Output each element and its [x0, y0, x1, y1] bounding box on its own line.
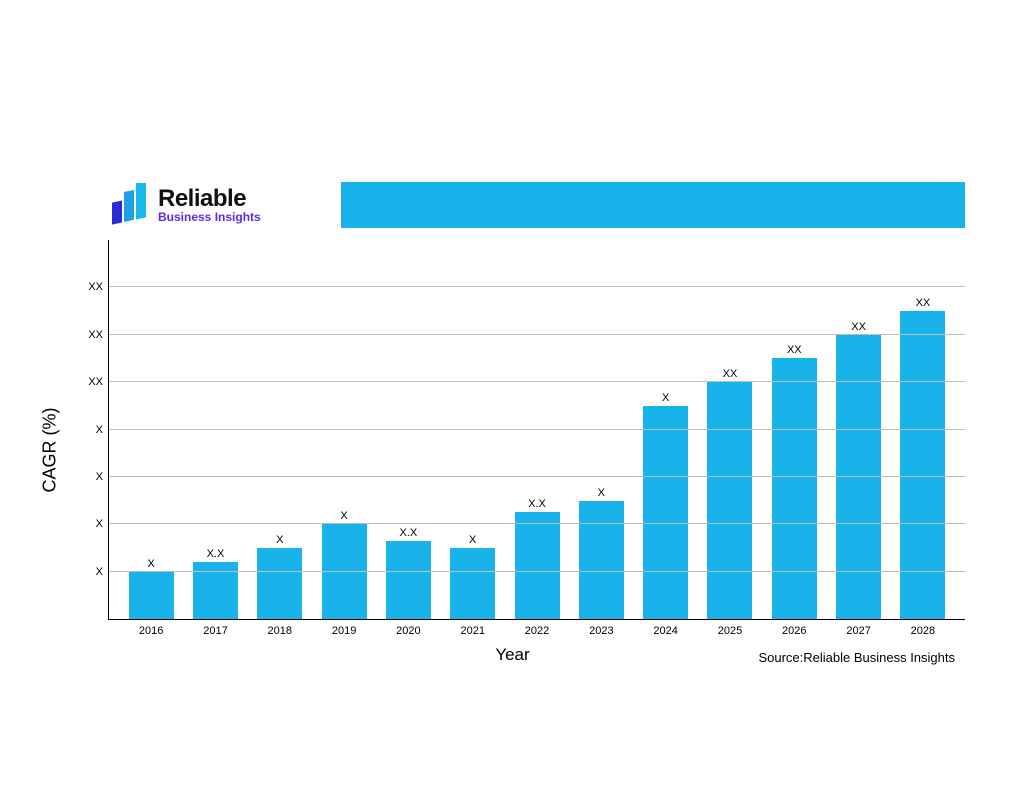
bar	[386, 541, 431, 619]
bar-value-label: XX	[787, 344, 802, 356]
bar-value-label: X.X	[528, 498, 546, 510]
title-banner	[341, 182, 965, 228]
logo-icon	[110, 183, 150, 227]
bar-value-label: XX	[916, 297, 931, 309]
logo-bar-1	[112, 200, 122, 224]
source-name: Reliable Business Insights	[803, 650, 955, 665]
bar	[643, 406, 688, 619]
bar-value-label: X.X	[400, 527, 418, 539]
bar-value-label: XX	[723, 368, 738, 380]
bar	[707, 382, 752, 619]
bar-slot: X2024	[634, 240, 698, 619]
x-tick-label: 2026	[782, 625, 806, 637]
logo: Reliable Business Insights	[110, 183, 261, 227]
bar	[129, 572, 174, 619]
x-tick-label: 2016	[139, 625, 163, 637]
page: Reliable Business Insights CAGR (%) X201…	[0, 0, 1024, 791]
y-tick-label: X	[69, 471, 103, 483]
bar-slot: X.X2020	[376, 240, 440, 619]
gridline	[109, 381, 965, 382]
logo-bar-2	[124, 190, 134, 222]
bar-slot: X.X2022	[505, 240, 569, 619]
bar	[515, 512, 560, 619]
bar-slot: X.X2017	[183, 240, 247, 619]
bar-value-label: XX	[851, 321, 866, 333]
bar-slot: X2021	[441, 240, 505, 619]
bar-slot: XX2025	[698, 240, 762, 619]
logo-bar-3	[136, 183, 146, 219]
bar-value-label: X	[276, 534, 283, 546]
bar-slot: X2018	[248, 240, 312, 619]
bar-value-label: X.X	[207, 548, 225, 560]
x-tick-label: 2020	[396, 625, 420, 637]
x-tick-label: 2018	[268, 625, 292, 637]
x-tick-label: 2019	[332, 625, 356, 637]
bar-value-label: X	[469, 534, 476, 546]
y-tick-label: X	[69, 424, 103, 436]
bar	[257, 548, 302, 619]
gridline	[109, 429, 965, 430]
y-tick-label: X	[69, 518, 103, 530]
bar	[836, 335, 881, 619]
bar-slot: X2019	[312, 240, 376, 619]
y-tick-label: X	[69, 566, 103, 578]
bar	[900, 311, 945, 619]
plot-area: X2016X.X2017X2018X2019X.X2020X2021X.X202…	[108, 240, 965, 620]
header-row: Reliable Business Insights	[110, 180, 965, 230]
logo-text: Reliable Business Insights	[158, 187, 261, 223]
gridline	[109, 334, 965, 335]
bar	[579, 501, 624, 619]
logo-line-1: Reliable	[158, 187, 261, 211]
bar-slot: X2023	[569, 240, 633, 619]
bar-slot: X2016	[119, 240, 183, 619]
bar-value-label: X	[662, 392, 669, 404]
bar	[450, 548, 495, 619]
x-tick-label: 2022	[525, 625, 549, 637]
gridline	[109, 476, 965, 477]
logo-line-2: Business Insights	[158, 211, 261, 223]
source-prefix: Source:	[758, 650, 803, 665]
bar-value-label: X	[598, 487, 605, 499]
x-tick-label: 2024	[653, 625, 677, 637]
bar-slot: XX2026	[762, 240, 826, 619]
y-axis-label: CAGR (%)	[40, 408, 61, 493]
x-tick-label: 2023	[589, 625, 613, 637]
x-tick-label: 2027	[846, 625, 870, 637]
gridline	[109, 286, 965, 287]
bar-value-label: X	[340, 510, 347, 522]
x-tick-label: 2017	[203, 625, 227, 637]
bar-slot: XX2028	[891, 240, 955, 619]
bar-group: X2016X.X2017X2018X2019X.X2020X2021X.X202…	[109, 240, 965, 619]
bar-value-label: X	[147, 558, 154, 570]
y-tick-label: XX	[69, 376, 103, 388]
chart: CAGR (%) X2016X.X2017X2018X2019X.X2020X2…	[60, 240, 965, 660]
x-tick-label: 2025	[718, 625, 742, 637]
bar	[772, 358, 817, 619]
y-tick-label: XX	[69, 281, 103, 293]
source-attribution: Source:Reliable Business Insights	[758, 650, 955, 665]
gridline	[109, 571, 965, 572]
y-tick-label: XX	[69, 329, 103, 341]
x-tick-label: 2021	[460, 625, 484, 637]
gridline	[109, 523, 965, 524]
x-tick-label: 2028	[911, 625, 935, 637]
bar	[322, 524, 367, 619]
bar-slot: XX2027	[826, 240, 890, 619]
